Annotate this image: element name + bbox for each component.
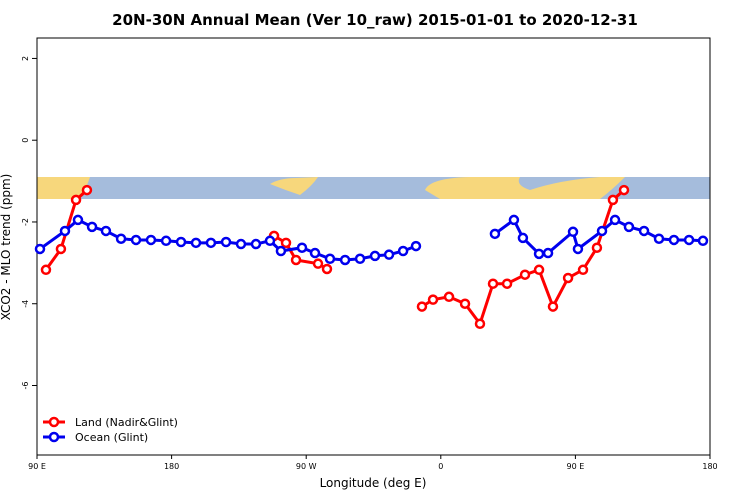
data-point	[416, 301, 428, 312]
data-point	[547, 301, 559, 312]
x-tick-label: 90 E	[567, 462, 585, 471]
data-point	[205, 237, 217, 249]
data-point	[264, 235, 276, 247]
data-point	[321, 263, 333, 275]
data-point	[489, 228, 501, 240]
data-point	[309, 247, 321, 259]
data-point	[339, 254, 351, 266]
data-point	[501, 278, 513, 289]
data-point	[115, 233, 127, 244]
x-tick-label: 180	[702, 462, 717, 471]
legend-label: Ocean (Glint)	[75, 431, 148, 444]
data-point	[130, 234, 142, 246]
data-point	[290, 254, 302, 266]
data-point	[443, 291, 455, 303]
data-point	[175, 236, 187, 248]
data-point	[638, 225, 650, 237]
data-point	[577, 264, 589, 276]
data-point	[354, 253, 366, 265]
x-tick-label: 90 W	[296, 462, 317, 471]
data-point	[508, 214, 520, 226]
data-point	[591, 242, 603, 253]
y-tick-label: 0	[21, 138, 30, 143]
data-point	[697, 235, 709, 247]
data-point	[533, 248, 545, 260]
legend-label: Land (Nadir&Glint)	[75, 416, 178, 429]
data-point	[609, 214, 621, 226]
data-point	[55, 243, 67, 255]
y-tick-label: -2	[21, 218, 30, 226]
data-point	[623, 221, 635, 233]
plot-frame	[36, 37, 711, 456]
data-point	[100, 225, 112, 237]
data-point	[533, 264, 545, 276]
data-point	[683, 234, 695, 246]
data-point	[72, 214, 84, 226]
data-point	[562, 272, 574, 284]
data-point	[618, 184, 630, 196]
data-point	[275, 245, 287, 257]
data-point	[59, 225, 71, 237]
y-axis-label: XCO2 - MLO trend (ppm)	[0, 174, 13, 321]
y-tick-label: 2	[21, 56, 30, 61]
y-tick-label: -6	[21, 382, 30, 390]
data-point	[607, 194, 619, 206]
data-point	[296, 242, 308, 253]
data-point	[410, 240, 422, 252]
data-point	[160, 235, 172, 247]
data-point	[324, 253, 336, 265]
x-tick-label: 0	[438, 462, 443, 471]
data-point	[474, 318, 486, 330]
data-point	[70, 194, 82, 206]
data-point	[86, 221, 98, 233]
x-tick-label: 90 E	[28, 462, 46, 471]
data-point	[427, 294, 439, 305]
data-point	[517, 232, 529, 244]
data-point	[250, 238, 262, 250]
data-point	[668, 234, 680, 246]
y-tick-label: -4	[21, 300, 30, 308]
data-point	[572, 243, 584, 255]
legend-marker	[48, 431, 60, 443]
data-point	[220, 236, 232, 248]
data-point	[567, 226, 579, 238]
data-point	[383, 249, 395, 260]
data-point	[459, 298, 471, 309]
data-point	[235, 238, 247, 250]
data-point	[312, 258, 324, 269]
x-axis-label: Longitude (deg E)	[320, 476, 427, 490]
data-point	[542, 247, 554, 259]
data-point	[596, 225, 608, 237]
legend: Land (Nadir&Glint) Ocean (Glint)	[43, 416, 178, 444]
data-point	[280, 237, 292, 249]
x-tick-label: 180	[164, 462, 179, 471]
data-point	[190, 237, 202, 249]
data-point	[653, 233, 665, 244]
data-point	[487, 278, 499, 289]
data-point	[519, 269, 531, 280]
data-point	[81, 184, 93, 196]
data-point	[145, 234, 157, 246]
data-point	[34, 243, 46, 255]
data-point	[397, 245, 409, 257]
map-strip	[37, 177, 710, 199]
legend-marker	[48, 416, 60, 428]
chart-title: 20N-30N Annual Mean (Ver 10_raw) 2015-01…	[112, 11, 638, 29]
data-point	[369, 250, 381, 262]
data-point	[40, 264, 52, 276]
